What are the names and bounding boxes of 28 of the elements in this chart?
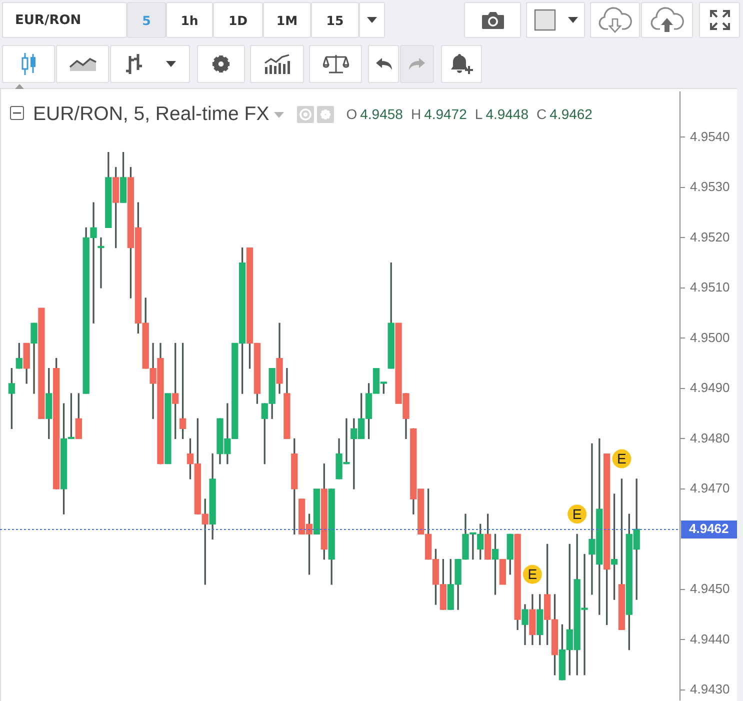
y-tick-label: 4.9470 [690,480,730,496]
ref-line-label: 4.9462 [689,521,729,536]
y-tick-label: 4.9510 [690,280,730,295]
candlestick [164,393,172,464]
y-tick-label: 4.9430 [690,682,730,697]
y-tick-label: 4.9490 [690,380,730,396]
candlestick [98,237,104,288]
candlestick [38,308,45,419]
y-tick-label: 4.9540 [690,128,730,144]
y-tick-label: 4.9450 [690,581,730,596]
y-tick-label: 4.9440 [690,631,730,646]
y-tick-label: 4.9480 [690,430,730,446]
y-tick-label: 4.9520 [690,229,730,244]
interval-button: 1h [166,2,213,38]
interval-button: 1D [213,2,263,38]
y-tick-label: 4.9530 [690,179,730,194]
data-label: E [572,506,582,522]
data-label: E [617,450,626,467]
data-label: E [528,566,538,582]
interval-button: 1M [263,2,311,38]
interval-button: 5 [127,2,166,38]
candlestick [499,558,506,585]
candlestick [313,488,320,535]
symbol-field: EUR/RON [2,2,127,38]
text: EUR/RON, 5, Real-time FX [33,102,270,126]
y-tick-label: 4.9500 [690,330,730,345]
interval-button: 15 [311,2,359,38]
text: O 4.9458 H 4.9472 L 4.9448 C 4.9462 [346,106,592,122]
